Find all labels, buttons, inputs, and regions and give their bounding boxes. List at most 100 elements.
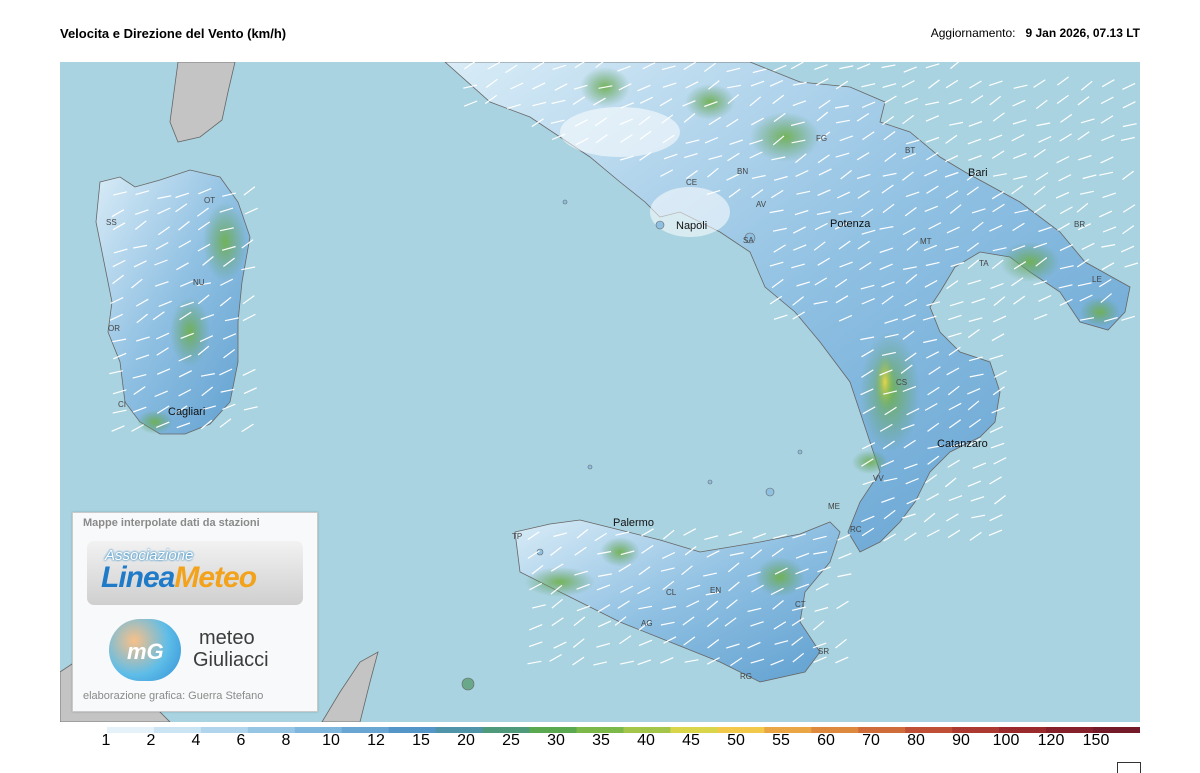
wind-barb <box>773 244 786 253</box>
wind-barb <box>879 423 893 432</box>
wind-barb <box>572 656 585 666</box>
legend-label: 25 <box>502 732 520 749</box>
wind-barb <box>1012 152 1027 160</box>
wind-barb <box>838 210 853 215</box>
wind-barb <box>950 442 964 448</box>
legend-label: 120 <box>1037 732 1065 749</box>
wind-barb <box>902 385 917 393</box>
wind-barb <box>221 245 236 251</box>
wind-barb <box>813 241 826 251</box>
wind-barb <box>747 571 761 577</box>
wind-barb <box>989 95 1002 106</box>
legend-label: 60 <box>817 732 835 749</box>
mg-initials: mG <box>127 639 164 664</box>
map-title: Velocita e Direzione del Vento (km/h) <box>60 26 287 41</box>
wind-barb <box>241 239 254 249</box>
legend-labels: 1 2 4 6 8 10 12 15 20 25 30 35 40 45 50 55 60 70 80 90 100 12… <box>60 732 1140 752</box>
wind-barb <box>1081 80 1093 91</box>
wind-barb <box>947 529 961 539</box>
wind-barb <box>904 97 919 104</box>
wind-barb <box>662 605 677 611</box>
wind-barb <box>968 154 982 161</box>
wind-barb <box>967 388 981 395</box>
wind-barb <box>638 115 651 126</box>
wind-barb <box>201 386 214 397</box>
legend-swatch <box>670 727 718 733</box>
wind-barb <box>925 474 938 484</box>
wind-barb <box>967 138 982 145</box>
wind-barb <box>663 636 677 644</box>
wind-barb <box>817 154 830 164</box>
wind-barb <box>884 95 897 104</box>
wind-barb <box>663 153 678 160</box>
wind-barb <box>989 476 1002 485</box>
wind-barb <box>968 317 983 323</box>
wind-barb <box>838 240 851 250</box>
city-cs: CS <box>896 378 908 387</box>
city-bn: BN <box>737 167 749 176</box>
wind-barb <box>1099 171 1114 176</box>
wind-barb <box>728 530 743 537</box>
wind-barb <box>200 314 215 320</box>
wind-barb <box>1100 96 1114 105</box>
wind-barb <box>134 220 147 230</box>
wind-barb <box>902 314 916 321</box>
city-ag: AG <box>641 619 653 628</box>
wind-barb <box>1033 204 1046 214</box>
wind-barb <box>573 616 586 627</box>
wind-barb <box>1104 316 1118 322</box>
wind-barb <box>1077 131 1090 141</box>
wind-barb <box>638 620 651 631</box>
legend-label: 35 <box>592 732 610 749</box>
wind-barb <box>179 311 192 321</box>
wind-barb <box>242 368 256 376</box>
wind-barb <box>793 244 807 251</box>
legend-label: 50 <box>727 732 745 749</box>
wind-barb <box>639 130 652 140</box>
wind-barb <box>749 96 762 107</box>
wind-barb <box>1077 154 1092 161</box>
wind-barb <box>618 563 632 573</box>
wind-barb <box>751 117 764 126</box>
wind-barb <box>902 114 915 125</box>
wind-barb <box>1120 245 1135 253</box>
wind-barb <box>772 227 787 232</box>
wind-barb <box>945 245 959 251</box>
wind-barb <box>773 64 787 72</box>
wind-barb <box>660 657 674 664</box>
wind-barb <box>1033 242 1048 249</box>
map-drawing <box>60 62 1139 722</box>
wind-barb <box>769 295 783 305</box>
wind-barb <box>966 242 979 252</box>
wind-barb <box>529 624 543 631</box>
wind-barb <box>724 617 737 627</box>
wind-barb <box>157 207 171 215</box>
wind-barb <box>884 406 897 416</box>
wind-barb <box>202 256 214 266</box>
wind-barb <box>991 333 1005 342</box>
wind-barb <box>463 62 476 70</box>
wind-barb <box>927 386 940 396</box>
wind-barb <box>685 139 700 144</box>
update-label: Aggiornamento: <box>930 26 1016 40</box>
wind-barb <box>527 660 542 665</box>
wind-barb <box>684 546 697 556</box>
wind-barb <box>1033 148 1046 158</box>
wind-barb <box>834 222 848 230</box>
wind-barb <box>795 169 809 177</box>
legend-swatch <box>200 727 249 733</box>
wind-barb <box>992 386 1005 396</box>
wind-barb <box>861 458 874 467</box>
wind-barb <box>1057 222 1070 231</box>
wind-barb <box>992 112 1005 122</box>
wind-barb <box>988 529 1003 536</box>
wind-barb <box>219 227 234 232</box>
wind-barb <box>990 442 1005 449</box>
wind-barb <box>133 260 147 268</box>
wind-barb <box>971 221 984 232</box>
wind-barb <box>990 282 1004 289</box>
wind-barb <box>593 97 606 106</box>
wind-barb <box>882 440 895 450</box>
update-value: 9 Jan 2026, 07.13 LT <box>1025 26 1140 40</box>
legend-swatch <box>717 727 765 733</box>
